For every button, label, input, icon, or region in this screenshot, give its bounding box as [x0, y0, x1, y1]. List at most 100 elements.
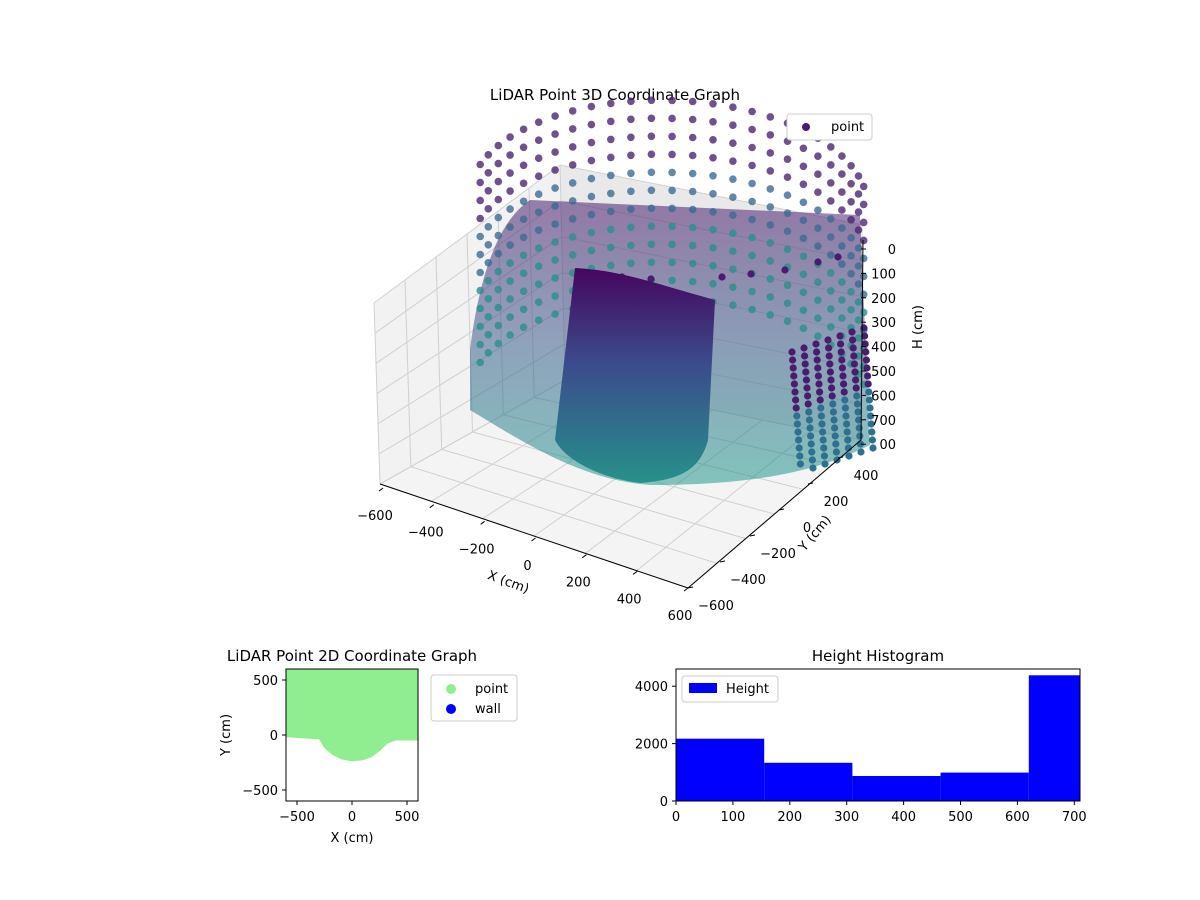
point-marker: [862, 348, 870, 356]
point-marker: [476, 286, 485, 295]
point-marker: [864, 380, 872, 388]
point-marker: [494, 321, 503, 330]
point-marker: [865, 396, 874, 404]
point-marker: [849, 344, 857, 352]
point-marker: [534, 280, 543, 289]
x-axis-hist: 0 100 200 300 400 500 600 700: [672, 801, 1087, 825]
point-marker: [868, 428, 876, 436]
point-marker: [805, 416, 814, 424]
point-marker: [729, 193, 737, 201]
point-marker: [827, 197, 835, 205]
point-marker: [814, 314, 822, 323]
point-marker: [627, 133, 635, 142]
point-marker: [484, 223, 493, 231]
legend-2d-point-label: point: [475, 682, 508, 697]
point-marker: [551, 148, 559, 156]
point-marker: [799, 306, 808, 315]
point-marker: [506, 187, 514, 195]
point-marker: [519, 215, 528, 224]
hist-bar: [940, 772, 1029, 801]
point-marker: [627, 259, 635, 268]
point-marker: [484, 313, 493, 321]
point-marker: [766, 131, 775, 139]
legend-hist-swatch: [689, 683, 717, 693]
point-marker: [607, 261, 615, 270]
point-marker: [607, 171, 615, 180]
point-marker: [793, 412, 801, 420]
point-marker: [568, 107, 577, 115]
x-tick-label: 200: [566, 576, 591, 591]
point-marker: [519, 269, 528, 278]
point-marker: [794, 428, 802, 436]
point-marker: [647, 275, 655, 283]
y-tick-label: −600: [698, 599, 734, 614]
point-marker: [551, 166, 559, 174]
point-marker: [865, 388, 873, 396]
y-tick-label: 500: [253, 674, 278, 689]
point-marker: [709, 190, 717, 198]
point-marker: [850, 360, 859, 368]
point-marker: [789, 364, 797, 372]
point-marker: [868, 436, 877, 444]
point-marker: [688, 241, 697, 250]
point-marker: [856, 432, 864, 440]
x-tick-label: 500: [395, 810, 420, 825]
point-marker: [814, 278, 822, 287]
point-marker: [627, 187, 635, 196]
point-marker: [476, 250, 485, 259]
point-marker: [834, 253, 842, 261]
point-marker: [859, 308, 868, 317]
point-marker: [861, 332, 869, 340]
x-axis-3d: −600 −400 −200 0 200 400 600: [357, 483, 692, 624]
point-marker: [829, 400, 837, 408]
point-marker: [840, 380, 848, 388]
legend-hist: Height: [681, 675, 779, 703]
hist-bar: [764, 762, 853, 801]
y-tick-label: 0: [660, 795, 668, 810]
point-marker: [519, 197, 528, 206]
point-marker: [859, 236, 868, 245]
point-marker: [842, 412, 850, 420]
point-marker: [534, 226, 543, 234]
point-cloud-front-slab: [555, 268, 715, 483]
point-marker: [839, 372, 847, 380]
point-marker: [814, 242, 822, 250]
point-marker: [748, 233, 756, 242]
point-marker: [476, 268, 485, 277]
point-marker: [748, 251, 756, 260]
legend-3d: point: [786, 113, 873, 141]
point-marker: [647, 132, 656, 141]
point-marker: [827, 287, 835, 295]
point-marker: [827, 215, 835, 223]
point-marker: [668, 258, 676, 267]
point-marker: [855, 416, 863, 424]
y-tick-label: −400: [730, 573, 766, 588]
point-marker: [534, 172, 543, 180]
point-marker: [792, 396, 800, 404]
point-marker: [484, 241, 493, 249]
point-marker: [668, 132, 676, 141]
point-marker: [783, 317, 792, 326]
point-marker: [647, 204, 656, 213]
point-marker: [534, 190, 543, 198]
point-marker: [647, 150, 656, 159]
point-marker: [796, 452, 804, 460]
point-marker: [494, 285, 503, 294]
point-marker: [647, 222, 656, 231]
point-marker: [647, 186, 656, 195]
point-marker: [494, 141, 503, 150]
point-marker: [817, 412, 826, 420]
point-marker: [827, 305, 835, 313]
point-marker: [838, 206, 846, 214]
point-marker: [827, 251, 835, 259]
y-tick: [807, 482, 814, 485]
point-marker: [816, 396, 824, 404]
y-tick-label: 0: [270, 729, 278, 744]
point-marker: [587, 120, 596, 129]
point-marker: [783, 227, 792, 235]
point-marker: [688, 133, 697, 142]
point-marker: [847, 162, 855, 170]
point-marker: [587, 138, 596, 147]
point-marker: [838, 242, 846, 250]
point-marker: [551, 112, 559, 120]
